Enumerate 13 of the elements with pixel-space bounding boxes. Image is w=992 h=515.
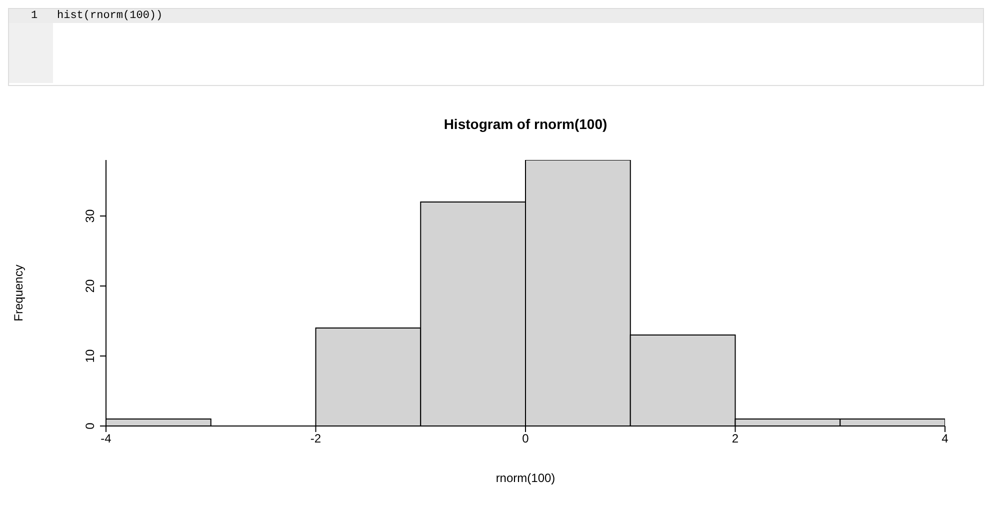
x-tick-label: -4 bbox=[100, 432, 112, 446]
y-tick-label: 20 bbox=[83, 279, 97, 293]
x-axis-title: rnorm(100) bbox=[496, 471, 556, 485]
y-axis-title: Frequency bbox=[11, 264, 26, 322]
y-tick-label: 30 bbox=[83, 209, 97, 223]
y-tick-label: 0 bbox=[83, 422, 97, 430]
x-tick-label: -2 bbox=[310, 432, 322, 446]
code-editor: 1 hist(rnorm(100)) bbox=[8, 8, 984, 86]
y-tick-label: 10 bbox=[83, 349, 97, 363]
chart-title: Histogram of rnorm(100) bbox=[442, 116, 608, 132]
x-tick-label: 2 bbox=[732, 432, 739, 446]
x-tick-label: 4 bbox=[942, 432, 949, 446]
x-tick-label: 0 bbox=[522, 432, 530, 446]
